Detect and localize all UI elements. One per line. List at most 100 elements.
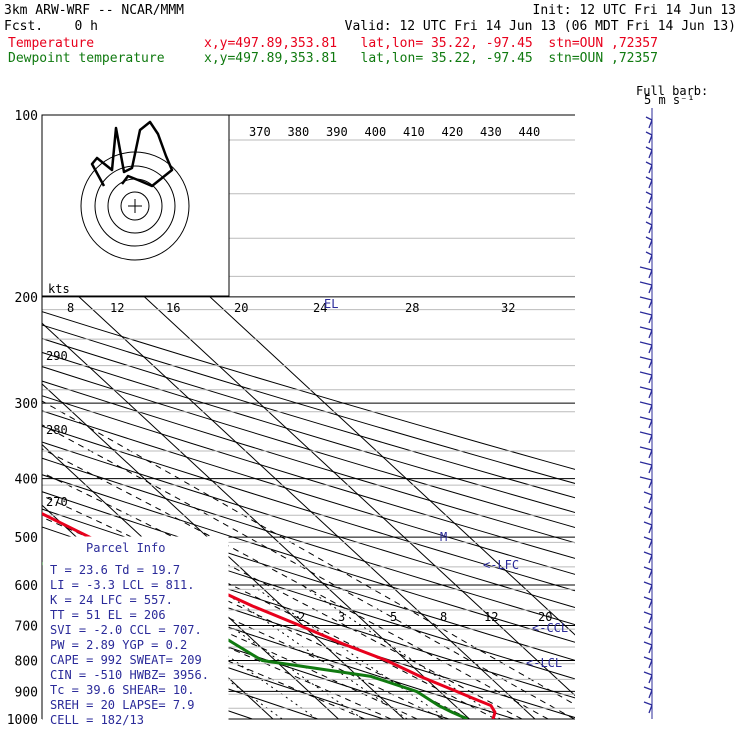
wind-barb (639, 341, 653, 354)
mixing-ratio-label: 32 (501, 301, 515, 315)
theta-label: 390 (326, 125, 348, 139)
pressure-label: 500 (15, 531, 38, 546)
wind-barb (639, 311, 653, 324)
pressure-label: 700 (15, 619, 38, 634)
wind-barb (643, 536, 653, 549)
wind-barb (643, 701, 653, 714)
parcel-info-row: LI = -3.3 LCL = 811. (50, 578, 195, 592)
pressure-label: 1000 (7, 713, 38, 728)
moist-adiabat (42, 424, 575, 719)
parcel-info-row: K = 24 LFC = 557. (50, 593, 173, 607)
wind-barb (643, 521, 653, 534)
wind-barb (643, 551, 653, 564)
mixing-ratio-label: 20 (538, 610, 552, 624)
hodograph-speed-label: kts (48, 282, 70, 296)
parcel-annotation: <-CCL (532, 621, 568, 635)
dry-adiabat (42, 410, 575, 575)
wind-barb (643, 581, 653, 594)
wind-barb (639, 356, 653, 369)
dry-adiabat (42, 491, 575, 661)
forecast-hour: Fcst. 0 h (4, 19, 98, 34)
pressure-label: 800 (15, 654, 38, 669)
wind-barb (639, 266, 653, 279)
parcel-info-row: PW = 2.89 YGP = 0.2 (50, 638, 187, 652)
isotherm-line (42, 261, 536, 719)
wind-barb (645, 206, 653, 219)
isotherm-line (42, 383, 405, 719)
parcel-info-panel (42, 536, 229, 720)
dry-adiabat (42, 474, 575, 643)
dry-adiabat (42, 324, 575, 484)
parcel-info-title: Parcel Info (86, 541, 165, 555)
barb-legend-title: Full barb: (636, 84, 708, 98)
dry-adiabat (42, 311, 575, 470)
dry-adiabat (42, 457, 575, 626)
parcel-info-row: CELL = 182/13 (50, 713, 144, 727)
theta-label: 430 (480, 125, 502, 139)
barb-legend-unit: 5 m s⁻¹ (644, 93, 695, 107)
pressure-label: 400 (15, 473, 38, 488)
parcel-info-row: T = 23.6 Td = 19.7 (50, 563, 180, 577)
wind-barb (639, 416, 653, 429)
wind-barb (639, 296, 653, 309)
dewpoint-location: x,y=497.89,353.81 lat,lon= 35.22, -97.45… (204, 51, 658, 66)
dry-adiabat (42, 425, 575, 592)
model-title: 3km ARW-WRF -- NCAR/MMM (4, 3, 184, 18)
wind-barb (645, 251, 653, 264)
init-time: Init: 12 UTC Fri 14 Jun 13 (533, 3, 737, 18)
wind-barb (639, 446, 653, 459)
dry-adiabat (42, 603, 384, 719)
wind-barb (639, 281, 653, 294)
wind-barb (643, 491, 653, 504)
wind-barb (643, 596, 653, 609)
parcel-annotation: <-LCL (526, 656, 562, 670)
wind-barb (645, 131, 653, 144)
mixing-ratio-label: 28 (405, 301, 419, 315)
pressure-label: 200 (15, 291, 38, 306)
wind-barb (643, 611, 653, 624)
pressure-label: 300 (15, 397, 38, 412)
parcel-annotation: <-LFC (483, 558, 519, 572)
dewpoint-legend: Dewpoint temperature (8, 51, 165, 66)
mixing-ratio-label: 12 (484, 610, 498, 624)
temperature-legend: Temperature (8, 36, 94, 51)
wind-barb (645, 146, 653, 159)
isotherm-line (0, 115, 11, 719)
wind-barb (639, 386, 653, 399)
hodograph-origin (128, 199, 142, 213)
theta-label: 380 (288, 125, 310, 139)
theta-label: 370 (249, 125, 271, 139)
dewpoint-profile (42, 561, 469, 719)
hodograph-ring (94, 165, 176, 247)
theta-label: 410 (403, 125, 425, 139)
wind-barb (645, 236, 653, 249)
theta-label: 290 (46, 349, 68, 363)
theta-label: 420 (442, 125, 464, 139)
mixing-ratio-label: 12 (110, 301, 124, 315)
dry-adiabat (42, 351, 575, 513)
wind-barb (639, 326, 653, 339)
pressure-label: 600 (15, 579, 38, 594)
parcel-info-row: SVI = -2.0 CCL = 707. (50, 623, 202, 637)
dry-adiabat (42, 441, 575, 609)
isotherm-line (42, 322, 470, 719)
mixing-ratio-label: 8 (440, 610, 447, 624)
parcel-info-row: CAPE = 992 SWEAT= 209 (50, 653, 202, 667)
mixing-ratio-label: 2 (298, 610, 305, 624)
mixing-ratio-line (128, 584, 318, 719)
parcel-annotation: EL (324, 297, 338, 311)
wind-barb (645, 161, 653, 174)
mixing-ratio-label: 16 (166, 301, 180, 315)
wind-barb (639, 476, 653, 489)
parcel-info-row: TT = 51 EL = 206 (50, 608, 166, 622)
parcel-info-row: CIN = -510 HWBZ= 3956. (50, 668, 209, 682)
mixing-ratio-label: 8 (67, 301, 74, 315)
wind-barb (639, 371, 653, 384)
theta-label: 440 (519, 125, 541, 139)
theta-label: 400 (365, 125, 387, 139)
hodograph-ring (120, 191, 150, 221)
hodograph-trace (90, 120, 174, 188)
dry-adiabat (42, 338, 575, 499)
wind-barb (639, 431, 653, 444)
